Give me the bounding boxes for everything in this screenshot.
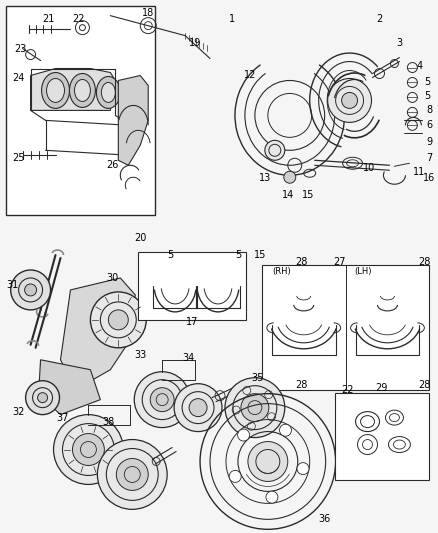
Circle shape bbox=[279, 424, 291, 436]
Text: (LH): (LH) bbox=[354, 268, 371, 277]
Circle shape bbox=[150, 387, 174, 411]
Text: 5: 5 bbox=[235, 250, 241, 260]
Ellipse shape bbox=[96, 77, 120, 108]
Text: 15: 15 bbox=[254, 250, 266, 260]
Circle shape bbox=[97, 440, 167, 510]
Text: 15: 15 bbox=[301, 190, 314, 200]
Circle shape bbox=[11, 270, 50, 310]
Text: 17: 17 bbox=[186, 317, 198, 327]
Circle shape bbox=[266, 491, 278, 503]
Text: 28: 28 bbox=[296, 379, 308, 390]
Circle shape bbox=[229, 471, 241, 482]
Circle shape bbox=[25, 284, 37, 296]
Polygon shape bbox=[118, 76, 148, 165]
Text: 26: 26 bbox=[106, 160, 119, 170]
Text: 5: 5 bbox=[424, 77, 431, 87]
Text: 3: 3 bbox=[396, 38, 403, 47]
Circle shape bbox=[25, 381, 60, 415]
Text: 7: 7 bbox=[426, 154, 432, 163]
Text: 28: 28 bbox=[418, 257, 431, 267]
Circle shape bbox=[297, 463, 309, 474]
Text: 13: 13 bbox=[259, 173, 271, 183]
Text: 5: 5 bbox=[424, 92, 431, 101]
Text: 32: 32 bbox=[12, 407, 25, 417]
Ellipse shape bbox=[74, 79, 90, 101]
Text: 14: 14 bbox=[282, 190, 294, 200]
Circle shape bbox=[248, 441, 288, 481]
Text: 23: 23 bbox=[14, 44, 27, 54]
Text: 20: 20 bbox=[134, 233, 146, 243]
Ellipse shape bbox=[46, 78, 64, 102]
Circle shape bbox=[225, 378, 285, 438]
Polygon shape bbox=[39, 360, 100, 415]
Text: 35: 35 bbox=[252, 373, 264, 383]
Circle shape bbox=[237, 429, 250, 441]
Text: 27: 27 bbox=[333, 257, 346, 267]
Text: 4: 4 bbox=[416, 61, 422, 70]
Circle shape bbox=[328, 78, 371, 123]
Text: 22: 22 bbox=[341, 385, 354, 394]
Ellipse shape bbox=[42, 72, 70, 108]
Circle shape bbox=[108, 310, 128, 330]
Circle shape bbox=[90, 292, 146, 348]
Text: 19: 19 bbox=[189, 38, 201, 47]
Text: 37: 37 bbox=[57, 413, 69, 423]
Text: 28: 28 bbox=[296, 257, 308, 267]
Text: 18: 18 bbox=[142, 7, 154, 18]
Text: 1: 1 bbox=[229, 14, 235, 23]
Text: 12: 12 bbox=[244, 70, 256, 80]
Circle shape bbox=[134, 372, 190, 427]
Circle shape bbox=[342, 92, 357, 108]
Circle shape bbox=[284, 171, 296, 183]
Text: 8: 8 bbox=[426, 106, 432, 116]
Circle shape bbox=[265, 140, 285, 160]
Text: 33: 33 bbox=[134, 350, 146, 360]
Text: 25: 25 bbox=[12, 154, 25, 163]
Text: 2: 2 bbox=[376, 14, 383, 23]
Bar bbox=[335, 393, 429, 480]
Text: 21: 21 bbox=[42, 14, 55, 23]
Circle shape bbox=[38, 393, 48, 402]
Text: 34: 34 bbox=[182, 353, 194, 363]
Text: 6: 6 bbox=[426, 120, 432, 131]
Text: 10: 10 bbox=[364, 163, 376, 173]
Circle shape bbox=[72, 433, 104, 465]
Bar bbox=[262, 265, 429, 390]
Bar bbox=[138, 252, 246, 320]
Text: 22: 22 bbox=[72, 14, 85, 23]
Text: 5: 5 bbox=[167, 250, 173, 260]
Text: 38: 38 bbox=[102, 417, 114, 426]
Polygon shape bbox=[60, 278, 135, 390]
Polygon shape bbox=[31, 69, 115, 110]
Text: 28: 28 bbox=[418, 379, 431, 390]
Text: 31: 31 bbox=[7, 280, 19, 290]
Ellipse shape bbox=[70, 74, 95, 108]
Text: 16: 16 bbox=[423, 173, 435, 183]
Text: 11: 11 bbox=[413, 167, 425, 177]
Text: 24: 24 bbox=[12, 74, 25, 84]
Text: (RH): (RH) bbox=[272, 268, 291, 277]
Text: 9: 9 bbox=[426, 138, 432, 147]
Text: 36: 36 bbox=[318, 514, 331, 524]
Circle shape bbox=[53, 415, 124, 484]
Circle shape bbox=[117, 458, 148, 490]
Bar bbox=[6, 6, 155, 215]
Ellipse shape bbox=[101, 83, 115, 102]
Circle shape bbox=[189, 399, 207, 417]
Circle shape bbox=[174, 384, 222, 432]
Text: 30: 30 bbox=[106, 273, 118, 283]
Circle shape bbox=[241, 394, 269, 422]
Text: 29: 29 bbox=[375, 383, 388, 393]
